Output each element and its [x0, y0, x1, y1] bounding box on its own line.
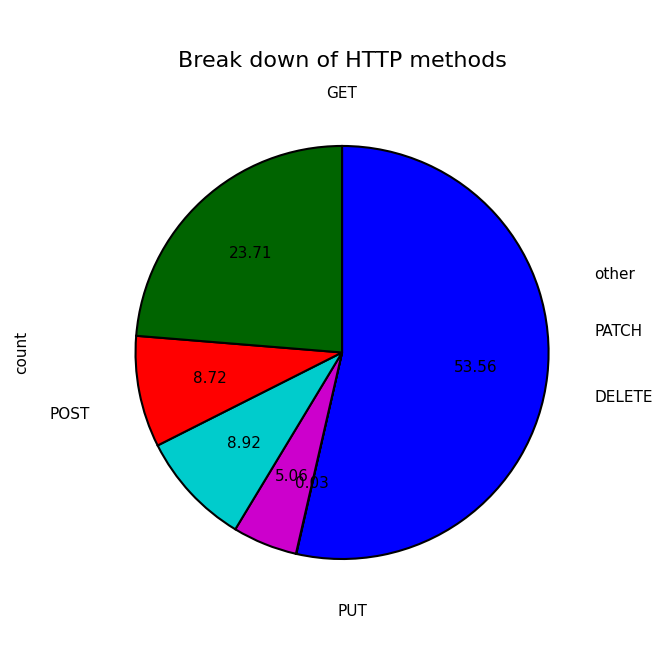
Text: GET: GET: [327, 86, 358, 100]
Text: 23.71: 23.71: [229, 247, 273, 261]
Wedge shape: [135, 336, 342, 446]
Text: 8.72: 8.72: [193, 371, 227, 386]
Text: POST: POST: [50, 407, 90, 422]
Wedge shape: [136, 146, 342, 352]
Text: 0.03: 0.03: [295, 476, 329, 491]
Wedge shape: [235, 352, 342, 554]
Text: other: other: [594, 267, 635, 281]
Wedge shape: [296, 146, 548, 559]
Text: count: count: [15, 331, 29, 374]
Text: 5.06: 5.06: [275, 470, 309, 484]
Wedge shape: [296, 352, 342, 554]
Text: PUT: PUT: [338, 604, 368, 620]
Text: 53.56: 53.56: [454, 360, 498, 375]
Wedge shape: [157, 352, 342, 529]
Text: PATCH: PATCH: [594, 324, 642, 339]
Text: 8.92: 8.92: [227, 436, 261, 451]
Title: Break down of HTTP methods: Break down of HTTP methods: [177, 50, 506, 70]
Text: DELETE: DELETE: [594, 391, 652, 405]
